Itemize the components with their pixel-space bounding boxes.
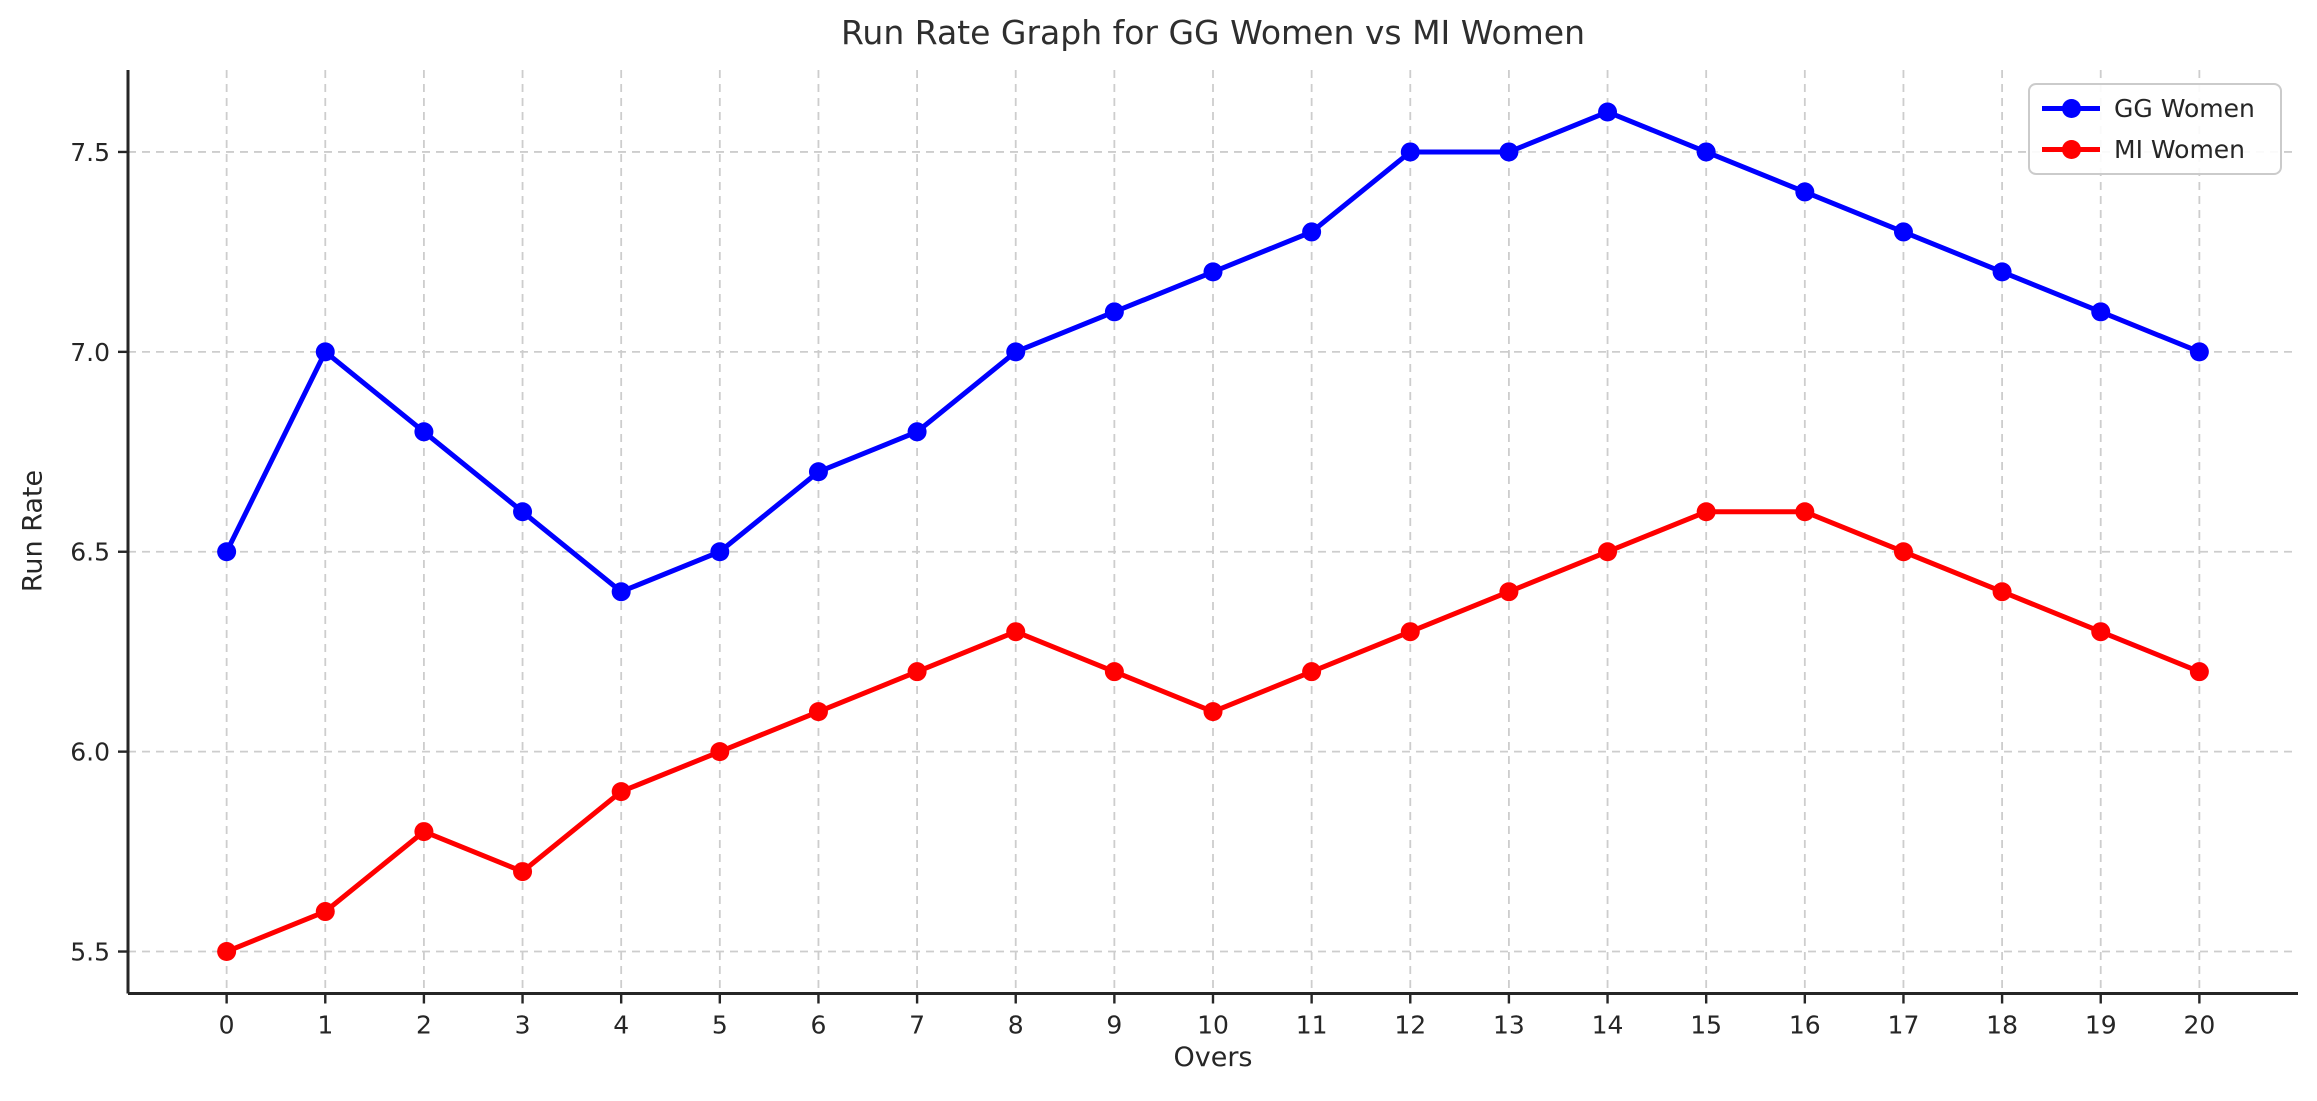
series-mi-women xyxy=(217,502,2209,962)
data-point-marker xyxy=(513,502,533,522)
y-tick-label: 6.5 xyxy=(70,538,110,567)
legend-item-gg-women: GG Women xyxy=(2042,92,2268,126)
x-tick-label: 1 xyxy=(317,1011,333,1040)
y-tick-label: 5.5 xyxy=(70,938,110,967)
data-point-marker xyxy=(315,342,335,362)
x-tick-label: 16 xyxy=(1789,1011,1821,1040)
data-point-marker xyxy=(217,942,237,962)
data-point-marker xyxy=(1992,262,2012,282)
legend: GG Women MI Women xyxy=(2028,83,2282,175)
x-tick-label: 13 xyxy=(1493,1011,1525,1040)
data-point-marker xyxy=(1696,502,1716,522)
data-point-marker xyxy=(1006,342,1026,362)
x-tick-label: 20 xyxy=(2183,1011,2215,1040)
data-point-marker xyxy=(611,782,631,802)
data-point-marker xyxy=(1795,502,1815,522)
x-tick-label: 7 xyxy=(909,1011,925,1040)
y-tick-label: 7.0 xyxy=(70,338,110,367)
data-point-marker xyxy=(2189,342,2209,362)
data-point-marker xyxy=(513,862,533,882)
data-point-marker xyxy=(1302,662,1322,682)
data-point-marker xyxy=(907,662,927,682)
data-point-marker xyxy=(710,542,730,562)
data-point-marker xyxy=(1893,222,1913,242)
data-point-marker xyxy=(808,462,828,482)
x-tick-label: 4 xyxy=(613,1011,629,1040)
data-point-marker xyxy=(217,542,237,562)
data-point-marker xyxy=(1302,222,1322,242)
data-point-marker xyxy=(414,822,434,842)
y-tick-label: 6.0 xyxy=(70,738,110,767)
data-point-marker xyxy=(1893,542,1913,562)
x-tick-label: 6 xyxy=(811,1011,827,1040)
x-tick-label: 15 xyxy=(1690,1011,1722,1040)
y-tick-label: 7.5 xyxy=(70,138,110,167)
x-tick-label: 14 xyxy=(1592,1011,1624,1040)
data-point-marker xyxy=(1992,582,2012,602)
data-point-marker xyxy=(2091,302,2111,322)
data-point-marker xyxy=(1104,302,1124,322)
data-point-marker xyxy=(710,742,730,762)
series-gg-women xyxy=(217,102,2209,602)
x-tick-label: 10 xyxy=(1197,1011,1229,1040)
x-tick-label: 12 xyxy=(1394,1011,1426,1040)
data-point-marker xyxy=(1499,142,1519,162)
data-point-marker xyxy=(1795,182,1815,202)
data-point-marker xyxy=(1696,142,1716,162)
x-tick-label: 9 xyxy=(1106,1011,1122,1040)
x-tick-label: 8 xyxy=(1008,1011,1024,1040)
x-tick-label: 17 xyxy=(1888,1011,1920,1040)
x-tick-label: 11 xyxy=(1296,1011,1328,1040)
legend-label-gg-women: GG Women xyxy=(2114,93,2255,123)
x-tick-label: 0 xyxy=(219,1011,235,1040)
data-point-marker xyxy=(1104,662,1124,682)
x-tick-label: 2 xyxy=(416,1011,432,1040)
gridlines xyxy=(128,70,2298,994)
data-point-marker xyxy=(1598,542,1618,562)
data-point-marker xyxy=(1203,702,1223,722)
axes: 0 1 2 3 4 5 6 7 8 9 10 11 12 13 14 15 16 17 18 19 205.56.06.… xyxy=(70,70,2298,1040)
data-point-marker xyxy=(907,422,927,442)
x-tick-label: 5 xyxy=(712,1011,728,1040)
data-point-marker xyxy=(1400,142,1420,162)
data-point-marker xyxy=(1203,262,1223,282)
legend-item-mi-women: MI Women xyxy=(2042,133,2268,167)
legend-label-mi-women: MI Women xyxy=(2114,134,2246,164)
x-tick-label: 3 xyxy=(515,1011,531,1040)
data-point-marker xyxy=(1006,622,1026,642)
data-point-marker xyxy=(611,582,631,602)
gg-women-line-swatch-icon xyxy=(2042,99,2100,119)
data-point-marker xyxy=(808,702,828,722)
data-point-marker xyxy=(414,422,434,442)
data-point-marker xyxy=(2091,622,2111,642)
data-point-marker xyxy=(315,902,335,922)
x-tick-label: 19 xyxy=(2085,1011,2117,1040)
chart-title: Run Rate Graph for GG Women vs MI Women xyxy=(840,13,1586,52)
data-point-marker xyxy=(1598,102,1618,122)
data-point-marker xyxy=(1499,582,1519,602)
data-point-marker xyxy=(2189,662,2209,682)
x-tick-label: 18 xyxy=(1986,1011,2018,1040)
data-point-marker xyxy=(1400,622,1420,642)
x-axis-label: Overs xyxy=(1173,1042,1253,1073)
mi-women-line-swatch-icon xyxy=(2042,140,2100,160)
y-axis-label: Run Rate xyxy=(17,469,49,593)
